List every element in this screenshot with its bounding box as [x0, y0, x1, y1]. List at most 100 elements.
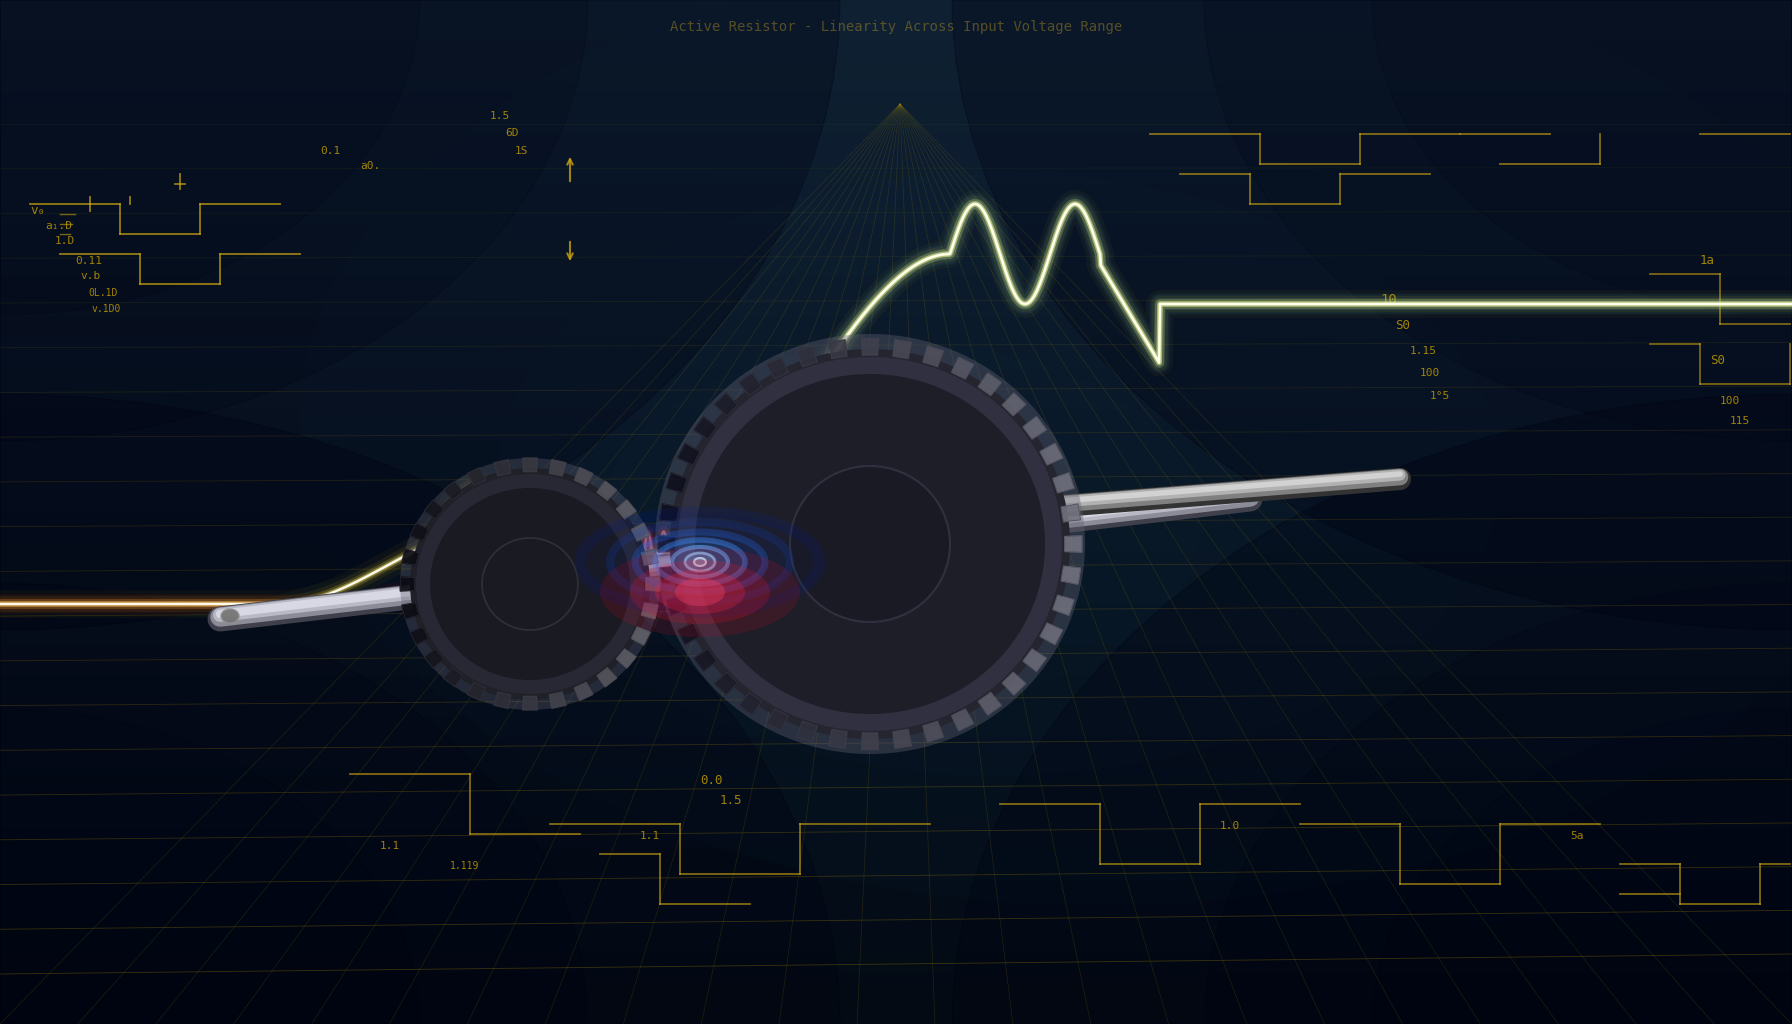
Ellipse shape — [694, 558, 706, 566]
Text: 1.0: 1.0 — [1220, 821, 1240, 831]
Text: 1.1: 1.1 — [380, 841, 400, 851]
Polygon shape — [550, 692, 566, 709]
Bar — [0, 460, 1792, 471]
Text: 5a: 5a — [1570, 831, 1584, 841]
Bar — [0, 839, 1792, 850]
Bar — [0, 419, 1792, 430]
Bar — [0, 112, 1792, 123]
Bar — [0, 255, 1792, 266]
Polygon shape — [1373, 0, 1792, 315]
Ellipse shape — [482, 538, 579, 630]
Polygon shape — [1064, 536, 1082, 552]
Polygon shape — [828, 340, 848, 358]
Bar — [0, 890, 1792, 901]
Text: v.b: v.b — [81, 271, 100, 281]
Bar — [0, 992, 1792, 1004]
Polygon shape — [677, 624, 701, 644]
Bar — [0, 286, 1792, 297]
Polygon shape — [425, 649, 443, 668]
Bar — [0, 798, 1792, 809]
Text: v.1D0: v.1D0 — [91, 304, 122, 314]
Text: 0L.1D: 0L.1D — [88, 288, 116, 298]
Bar — [0, 880, 1792, 891]
Ellipse shape — [410, 468, 650, 700]
Bar — [0, 511, 1792, 522]
Bar — [0, 777, 1792, 788]
Polygon shape — [677, 443, 701, 465]
Text: 100: 100 — [1419, 368, 1441, 378]
Bar — [0, 337, 1792, 348]
Bar — [0, 982, 1792, 993]
Text: 0.0: 0.0 — [701, 774, 722, 787]
Bar — [0, 30, 1792, 41]
Polygon shape — [952, 0, 1792, 630]
Text: 1.119: 1.119 — [450, 861, 480, 871]
Bar — [0, 736, 1792, 748]
Ellipse shape — [631, 560, 771, 624]
Ellipse shape — [634, 532, 765, 592]
Polygon shape — [523, 458, 538, 472]
Bar — [0, 941, 1792, 952]
Bar — [0, 828, 1792, 840]
Bar — [0, 808, 1792, 819]
Bar — [0, 921, 1792, 932]
Bar — [0, 439, 1792, 451]
Bar — [0, 562, 1792, 573]
Bar — [0, 214, 1792, 225]
Polygon shape — [659, 504, 679, 522]
Polygon shape — [631, 523, 650, 541]
Bar — [0, 746, 1792, 758]
Polygon shape — [597, 668, 616, 687]
Bar — [0, 409, 1792, 420]
Bar — [0, 265, 1792, 276]
Text: 100: 100 — [1720, 396, 1740, 406]
Ellipse shape — [600, 547, 799, 637]
Polygon shape — [715, 393, 738, 416]
Bar — [0, 695, 1792, 707]
Polygon shape — [597, 481, 616, 500]
Polygon shape — [767, 709, 788, 731]
Text: 1.15: 1.15 — [1410, 346, 1437, 356]
Bar — [0, 378, 1792, 389]
Polygon shape — [0, 709, 419, 1024]
Bar — [0, 91, 1792, 102]
Bar — [0, 234, 1792, 246]
Ellipse shape — [695, 374, 1045, 714]
Bar — [0, 757, 1792, 768]
Bar — [0, 153, 1792, 164]
Bar — [0, 347, 1792, 358]
Bar — [0, 398, 1792, 410]
Bar — [0, 368, 1792, 379]
Bar — [0, 429, 1792, 440]
Text: S0: S0 — [1710, 354, 1726, 367]
Bar — [0, 132, 1792, 143]
Text: 1.5: 1.5 — [489, 111, 511, 121]
Bar — [0, 859, 1792, 870]
Bar — [0, 316, 1792, 328]
Bar — [0, 962, 1792, 973]
Polygon shape — [0, 394, 840, 1024]
Bar — [0, 81, 1792, 92]
Bar — [0, 501, 1792, 512]
Polygon shape — [495, 460, 511, 476]
Bar — [0, 327, 1792, 338]
Bar — [0, 675, 1792, 686]
Bar — [0, 450, 1792, 461]
Bar — [0, 900, 1792, 911]
Ellipse shape — [790, 466, 950, 622]
Bar — [0, 613, 1792, 625]
Bar — [0, 972, 1792, 983]
Polygon shape — [299, 0, 1792, 904]
Polygon shape — [1002, 393, 1025, 416]
Ellipse shape — [416, 474, 643, 694]
Bar — [0, 204, 1792, 215]
Bar — [0, 296, 1792, 307]
Bar — [0, 583, 1792, 594]
Polygon shape — [575, 468, 593, 485]
Polygon shape — [978, 373, 1002, 395]
Polygon shape — [659, 566, 679, 584]
Bar — [0, 624, 1792, 635]
Polygon shape — [631, 627, 650, 645]
Polygon shape — [767, 357, 788, 379]
Polygon shape — [667, 473, 686, 493]
